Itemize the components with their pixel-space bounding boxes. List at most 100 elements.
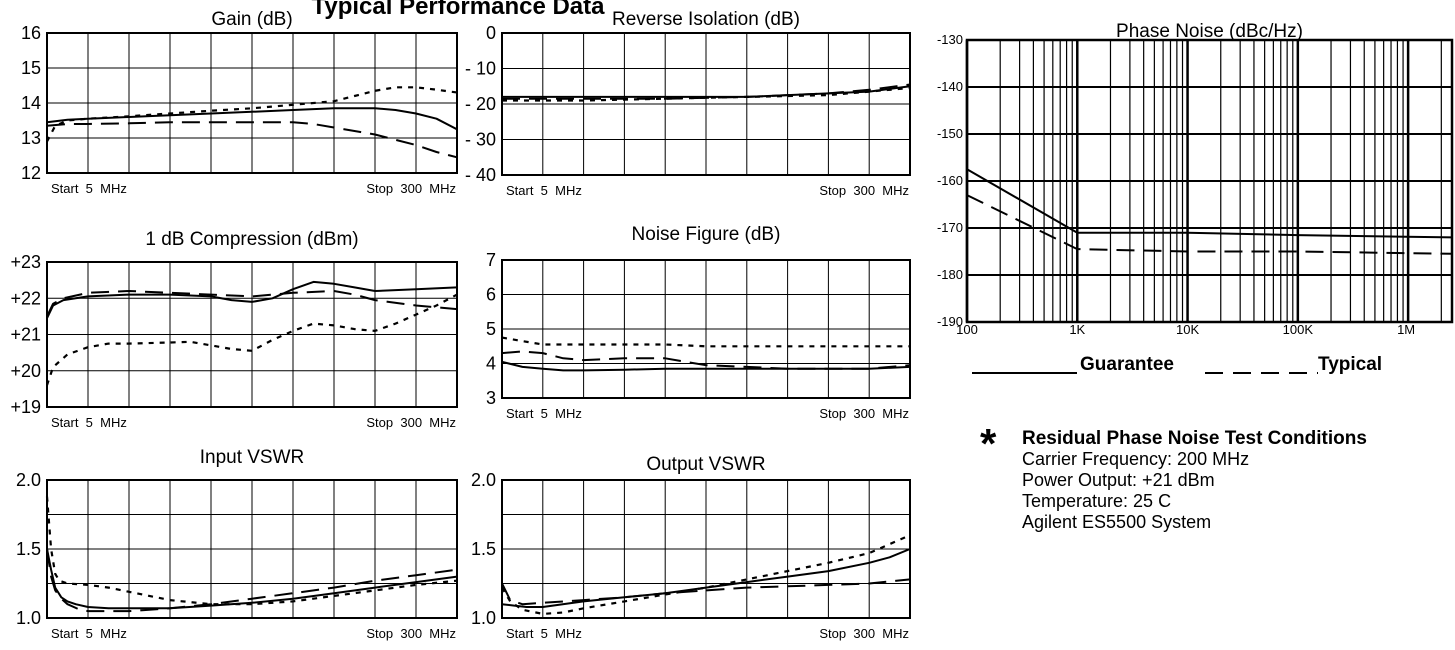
chart-output-vswr: Output VSWR 2.0 1.5 1.0 Start 5 MHz Stop 300 …	[471, 454, 911, 641]
y-tick-label: 1.5	[16, 539, 41, 559]
series-line-dot	[502, 86, 911, 102]
chart-title: Noise Figure (dB)	[632, 224, 781, 245]
x-stop-label: Stop 300 MHz	[819, 406, 909, 421]
chart-title: Input VSWR	[200, 447, 305, 468]
series-line-dash	[46, 121, 458, 159]
x-tick-label: 1M	[1397, 322, 1415, 337]
y-tick-label: 12	[21, 163, 41, 183]
series-line-solid	[966, 168, 1453, 239]
x-start-label: Start 5 MHz	[506, 406, 582, 421]
x-tick-label: 100	[956, 322, 978, 337]
chart-grid	[46, 261, 458, 408]
chart-reverse-isolation: Reverse Isolation (dB) 0 - 10 - 20 - 30 - 40 S…	[465, 9, 911, 198]
chart-title: Output VSWR	[646, 454, 765, 475]
y-tick-label: 14	[21, 93, 41, 113]
series-line-dot	[45, 496, 458, 606]
chart-grid	[965, 39, 1452, 323]
series-line-dot	[45, 293, 458, 386]
chart-grid	[46, 479, 458, 619]
x-start-label: Start 5 MHz	[51, 626, 127, 641]
y-tick-label: 1.0	[471, 608, 496, 628]
series-line-solid	[501, 548, 911, 608]
y-tick-label: 13	[21, 128, 41, 148]
y-tick-label: +19	[10, 397, 41, 417]
series-line-solid	[46, 548, 458, 610]
y-tick-label: +22	[10, 288, 41, 308]
y-tick-label: - 10	[465, 59, 496, 79]
y-tick-label: 2.0	[16, 470, 41, 490]
y-tick-label: 1.0	[16, 608, 41, 628]
x-stop-label: Stop 300 MHz	[366, 415, 456, 430]
y-tick-label: 5	[486, 319, 496, 339]
y-tick-label: - 40	[465, 165, 496, 185]
y-tick-label: -190	[937, 314, 963, 329]
series-line-dash	[966, 194, 1453, 255]
plot-frame	[501, 259, 911, 399]
y-tick-label: +20	[10, 361, 41, 381]
y-tick-label: 1.5	[471, 539, 496, 559]
y-tick-label: +23	[10, 252, 41, 272]
chart-grid	[501, 259, 911, 399]
test-conditions-heading: Residual Phase Noise Test Conditions	[1022, 428, 1367, 449]
y-tick-label: -130	[937, 32, 963, 47]
x-stop-label: Stop 300 MHz	[366, 181, 456, 196]
y-tick-label: +21	[10, 325, 41, 345]
chart-noise-figure: Noise Figure (dB) 7 6 5 4 3 Start 5 MHz Stop 30…	[486, 224, 911, 421]
y-tick-label: 7	[486, 250, 496, 270]
chart-phase-noise: Phase Noise (dBc/Hz) -130 -140 -150 -160 -170…	[937, 21, 1454, 337]
x-tick-label: 1K	[1069, 322, 1085, 337]
page-title: Typical Performance Data	[311, 0, 605, 20]
y-tick-label: 4	[486, 354, 496, 374]
chart-title: 1 dB Compression (dBm)	[145, 229, 358, 250]
x-stop-label: Stop 300 MHz	[819, 183, 909, 198]
plot-frame	[965, 38, 1454, 324]
y-tick-label: 16	[21, 23, 41, 43]
plot-frame	[501, 32, 911, 176]
series-line-dot	[501, 534, 911, 616]
series-line-dash	[501, 350, 911, 370]
x-start-label: Start 5 MHz	[51, 415, 127, 430]
test-condition-line: Power Output: +21 dBm	[1022, 470, 1215, 490]
series-line-dash	[501, 578, 911, 606]
y-tick-label: - 30	[465, 130, 496, 150]
y-tick-label: -150	[937, 126, 963, 141]
test-condition-line: Carrier Frequency: 200 MHz	[1022, 449, 1250, 469]
legend-typical-label: Typical	[1318, 354, 1382, 375]
chart-title: Reverse Isolation (dB)	[612, 9, 800, 30]
y-tick-label: 3	[486, 388, 496, 408]
x-tick-label: 100K	[1283, 322, 1314, 337]
chart-compression: 1 dB Compression (dBm) +23 +22 +21 +20 +19 Sta…	[10, 229, 458, 430]
x-stop-label: Stop 300 MHz	[366, 626, 456, 641]
series-line-dash	[46, 290, 458, 317]
y-tick-label: 15	[21, 58, 41, 78]
x-stop-label: Stop 300 MHz	[819, 626, 909, 641]
chart-title: Gain (dB)	[211, 9, 292, 30]
x-start-label: Start 5 MHz	[506, 183, 582, 198]
y-tick-label: -170	[937, 220, 963, 235]
series-line-solid	[46, 107, 458, 131]
y-tick-label: -160	[937, 173, 963, 188]
chart-grid	[46, 32, 458, 174]
legend-guarantee-label: Guarantee	[1080, 354, 1174, 375]
plot-frame	[46, 261, 458, 408]
chart-input-vswr: Input VSWR 2.0 1.5 1.0 Start 5 MHz Stop 300 M…	[16, 447, 458, 641]
chart-gain: Gain (dB) 16 15 14 13 12 Start 5 MHz Stop 300 M…	[21, 9, 458, 196]
chart-title: Phase Noise (dBc/Hz)	[1116, 21, 1303, 42]
series-line-solid	[46, 280, 458, 319]
x-start-label: Start 5 MHz	[506, 626, 582, 641]
chart-grid	[501, 479, 911, 619]
y-tick-label: 6	[486, 285, 496, 305]
y-tick-label: - 20	[465, 94, 496, 114]
charts-group: Gain (dB) 16 15 14 13 12 Start 5 MHz Stop 300 M…	[10, 9, 1454, 641]
phase-noise-legend: Guarantee Typical	[972, 354, 1382, 375]
y-tick-label: 0	[486, 23, 496, 43]
series-line-dot	[501, 336, 910, 348]
chart-grid	[501, 32, 911, 176]
y-tick-label: -180	[937, 267, 963, 282]
test-condition-line: Agilent ES5500 System	[1022, 512, 1212, 532]
y-tick-label: -140	[937, 79, 963, 94]
series-line-dash	[46, 548, 458, 613]
plot-frame	[46, 32, 458, 174]
test-conditions: * Residual Phase Noise Test Conditions C…	[980, 423, 1367, 533]
